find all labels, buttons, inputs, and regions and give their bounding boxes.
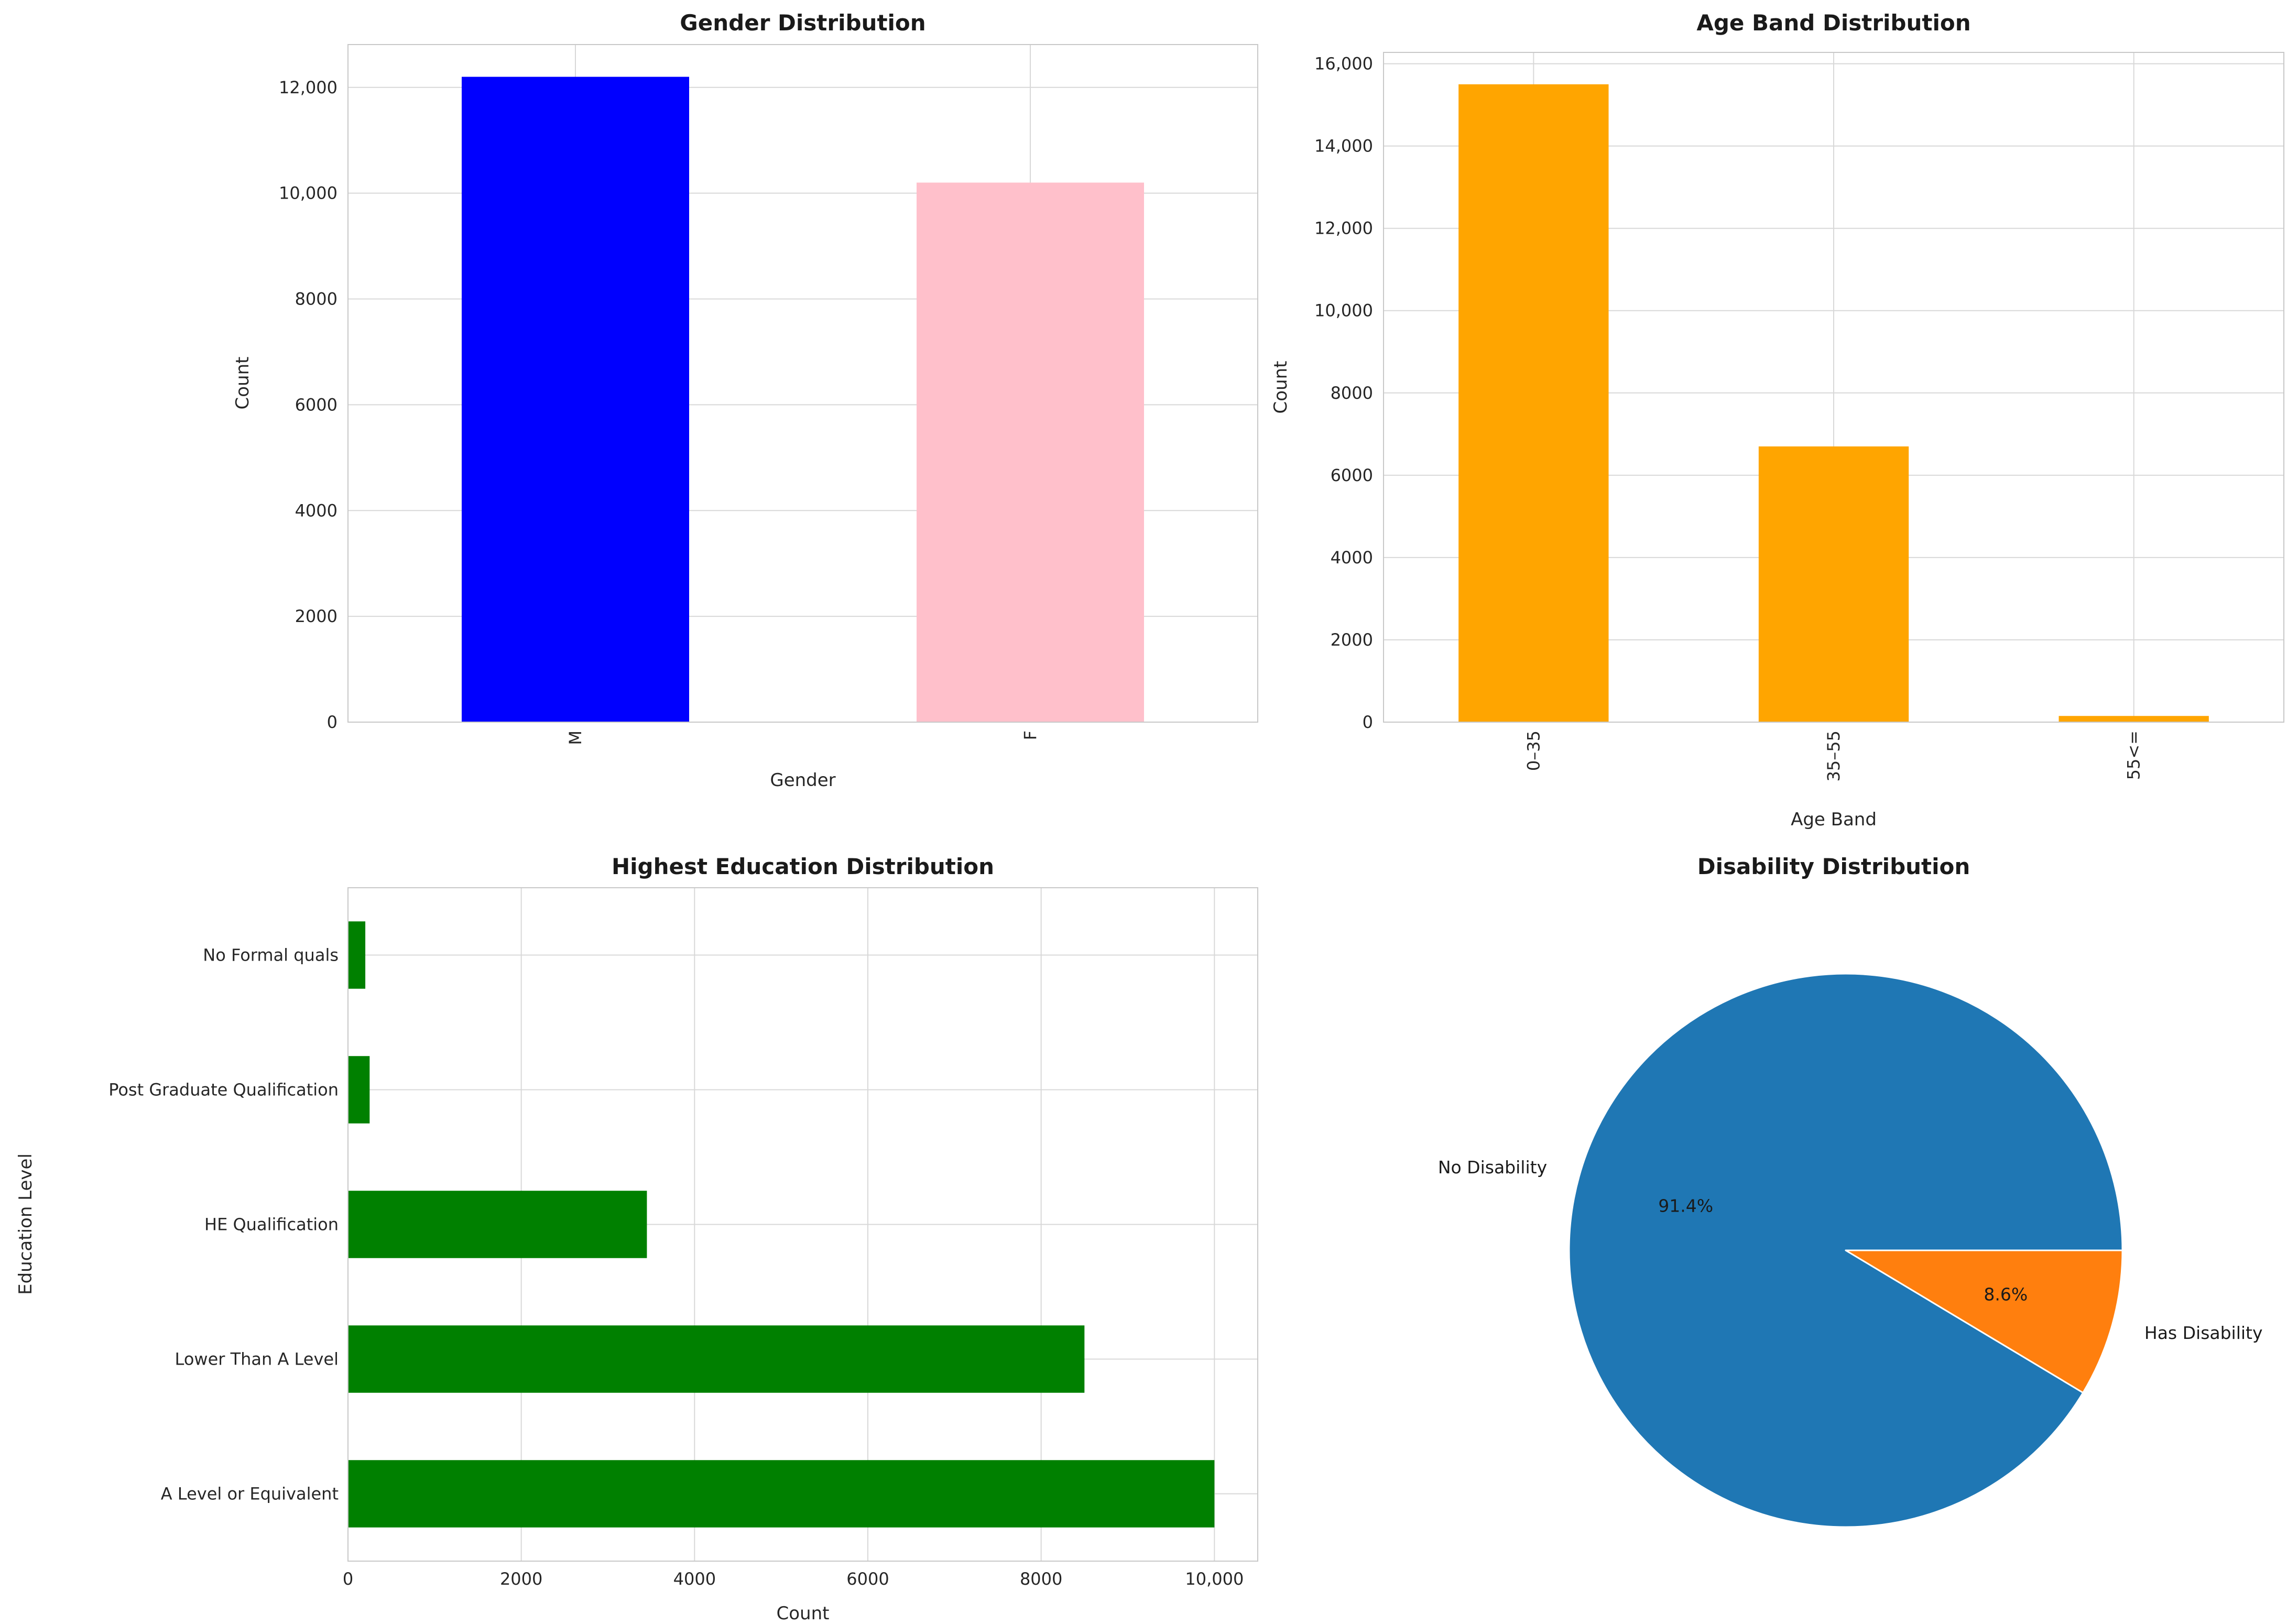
bar-no-formal-quals [348,921,366,989]
pie-percentage-label: 91.4% [1658,1195,1713,1216]
x-tick-label: M [565,731,585,745]
bar-a-level-or-equivalent [348,1460,1215,1528]
tick-labels: 0 2000 4000 6000 8000 10,000 12,000 M F [279,78,1040,745]
pie-slice-has-disability [1845,1249,2123,1394]
bar-f [917,182,1144,723]
pie-percentage-label: 8.6% [1984,1284,2028,1305]
x-tick-label: 6000 [846,1569,889,1589]
gender-distribution-chart: 0 2000 4000 6000 8000 10,000 12,000 M F Gender D… [232,10,1258,791]
y-tick-label: 8000 [295,289,337,309]
chart-title: Gender Distribution [680,10,925,36]
bars [462,77,1144,723]
bar-he-qualification [348,1191,647,1258]
y-tick-label: 16,000 [1314,54,1373,74]
y-tick-label: No Formal quals [203,945,339,965]
bars [348,921,1215,1528]
y-tick-label: 14,000 [1314,136,1373,156]
bar-m [462,77,689,723]
x-tick-label: 2000 [500,1569,542,1589]
y-tick-label: 6000 [295,395,337,415]
disability-distribution-chart: No Disability 91.4% Has Disability 8.6% Dis… [1438,854,2263,1528]
bar-lower-than-a-level [348,1325,1085,1393]
x-axis-label: Gender [770,770,835,791]
x-axis-label: Count [777,1603,830,1624]
x-tick-label: 35–55 [1824,731,1844,781]
x-tick-label: F [1020,731,1040,740]
age-band-distribution-chart: 0 2000 4000 6000 8000 10,000 12,000 14,000 16,00… [1270,10,2284,830]
bars [1458,84,2209,722]
y-axis-label: Education Level [15,1153,36,1295]
y-tick-label: 2000 [1331,630,1373,650]
plot-border [347,44,1258,723]
plot-border [347,887,1258,1562]
y-tick-label: 2000 [295,606,337,626]
tick-labels: 0 2000 4000 6000 8000 10,000 A Level or Equiva… [108,945,1244,1589]
y-tick-label: 0 [1363,712,1373,732]
x-axis-label: Age Band [1791,809,1877,830]
y-tick-label: 0 [327,712,337,732]
y-axis-label: Count [1270,361,1291,414]
y-tick-label: 12,000 [1314,219,1373,238]
y-tick-label: HE Qualification [204,1215,339,1235]
bar-post-graduate-qualification [348,1056,370,1124]
bar-0-35 [1458,84,1609,722]
x-tick-label: 10,000 [1185,1569,1244,1589]
y-tick-label: Post Graduate Qualification [108,1080,339,1100]
chart-title: Highest Education Distribution [612,854,994,879]
y-tick-label: 4000 [295,500,337,520]
x-tick-label: 4000 [673,1569,716,1589]
tick-labels: 0 2000 4000 6000 8000 10,000 12,000 14,000 16,00… [1314,54,2144,782]
pie-slice-label: Has Disability [2144,1323,2263,1343]
y-tick-label: 10,000 [1314,301,1373,321]
x-tick-label: 55<= [2124,731,2144,780]
y-tick-label: 10,000 [279,183,337,203]
y-tick-label: 8000 [1331,383,1373,403]
bar-55 [2059,716,2209,722]
y-tick-label: 4000 [1331,548,1373,568]
chart-title: Age Band Distribution [1696,10,1970,36]
highest-education-distribution-chart: 0 2000 4000 6000 8000 10,000 A Level or Equiva… [15,854,1258,1624]
y-tick-label: A Level or Equivalent [161,1484,339,1504]
x-tick-label: 0 [343,1569,353,1589]
pie-slice-label: No Disability [1438,1157,1547,1178]
x-tick-label: 0–35 [1523,731,1543,771]
y-tick-label: Lower Than A Level [175,1349,339,1369]
y-axis-label: Count [232,357,253,410]
pie-wedges: No Disability 91.4% Has Disability 8.6% [1438,973,2263,1528]
bar-35-55 [1758,446,1909,722]
y-tick-label: 12,000 [279,78,337,97]
chart-title: Disability Distribution [1697,854,1970,879]
x-tick-label: 8000 [1020,1569,1062,1589]
plot-border [1383,52,2284,723]
y-tick-label: 6000 [1331,465,1373,485]
